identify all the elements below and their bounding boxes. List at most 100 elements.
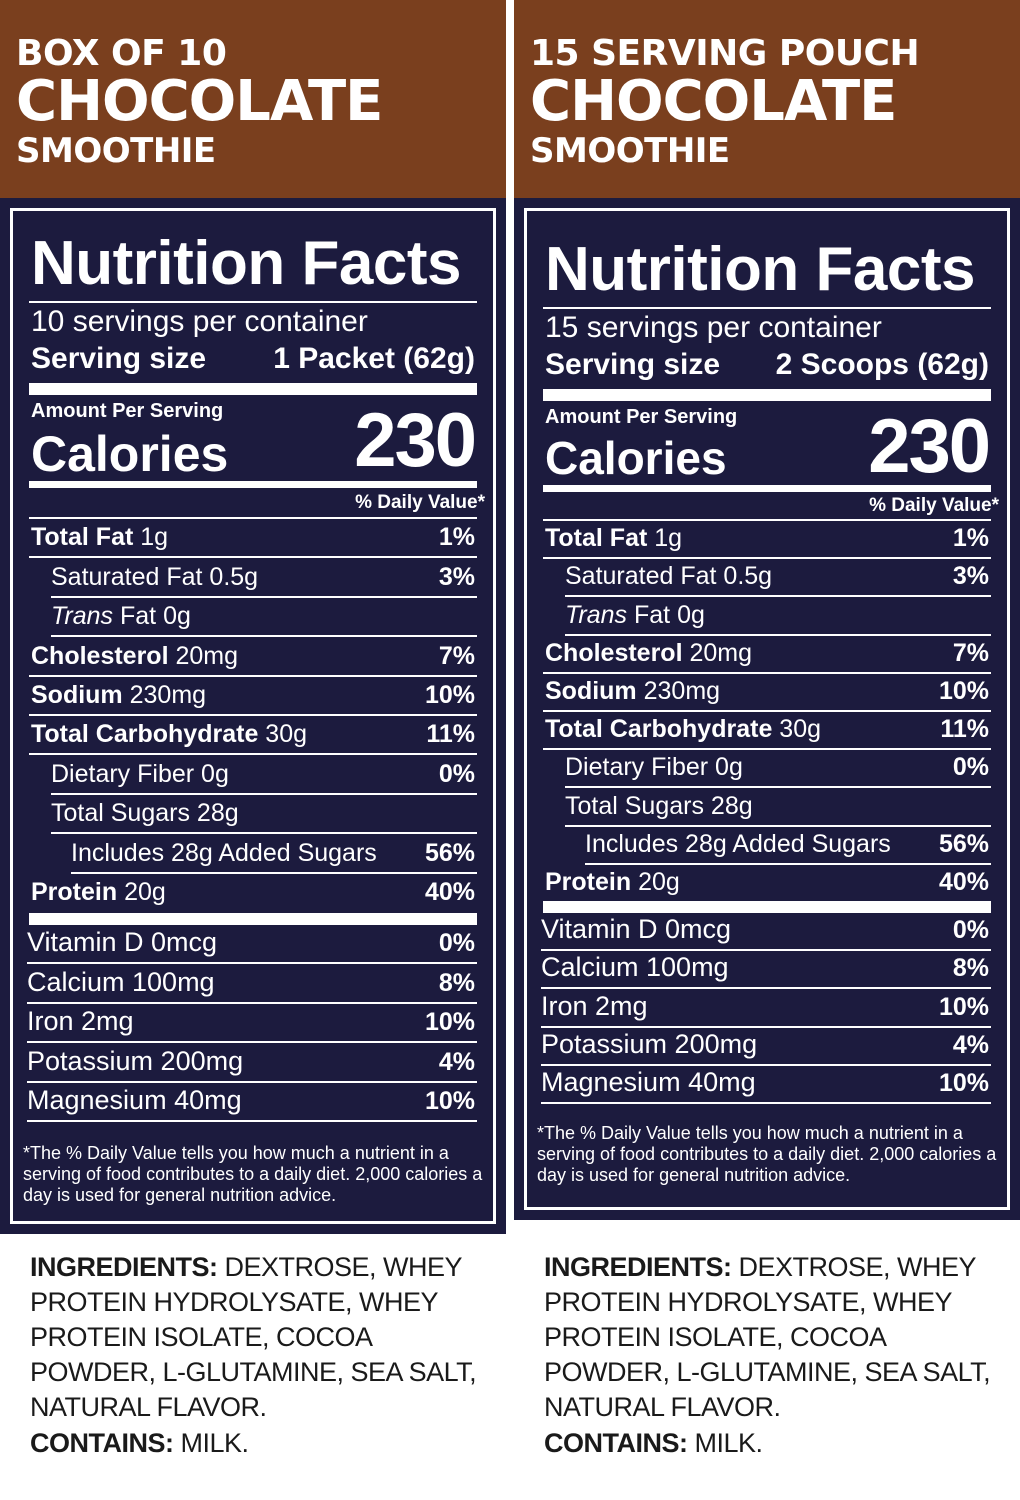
nutrient-name-bold: Protein bbox=[545, 867, 632, 896]
nutrient-name: Protein 20g bbox=[545, 868, 680, 897]
nutrient-amount: 230mg bbox=[122, 680, 207, 709]
vitamin-row: Potassium 200mg 4% bbox=[541, 1028, 991, 1066]
nutrient-daily-value: 56% bbox=[938, 829, 989, 858]
nutrient-amount: 30g bbox=[772, 715, 822, 744]
vitamin-daily-value: 10% bbox=[424, 1086, 475, 1115]
vitamin-name: Vitamin D 0mcg bbox=[27, 927, 218, 958]
thick-divider bbox=[29, 913, 477, 925]
nutrient-row: Trans Fat 0g bbox=[29, 598, 477, 638]
nutrient-name: Saturated Fat 0.5g bbox=[51, 563, 258, 592]
nutrient-amount: Dietary Fiber 0g bbox=[51, 759, 229, 788]
nutrient-row: Includes 28g Added Sugars 56% bbox=[29, 834, 477, 874]
nutrient-name-bold: Cholesterol bbox=[545, 638, 683, 667]
vitamin-row: Potassium 200mg 4% bbox=[27, 1043, 477, 1083]
divider bbox=[541, 987, 991, 990]
nutrient-daily-value: 10% bbox=[938, 676, 989, 705]
divider bbox=[29, 753, 477, 756]
nutrient-name-bold: Total Carbohydrate bbox=[31, 720, 259, 749]
product-type-label: SMOOTHIE bbox=[530, 131, 730, 171]
serving-size-value: 2 Scoops (62g) bbox=[775, 348, 989, 381]
divider bbox=[541, 949, 991, 952]
daily-value-footnote: *The % Daily Value tells you how much a … bbox=[23, 1143, 483, 1205]
vitamin-name: Potassium 200mg bbox=[541, 1028, 758, 1059]
medium-divider bbox=[29, 481, 477, 488]
daily-value-header: % Daily Value* bbox=[869, 495, 999, 516]
contains-label: CONTAINS: bbox=[544, 1428, 688, 1458]
divider bbox=[27, 1041, 477, 1044]
nutrient-daily-value: 1% bbox=[952, 524, 989, 553]
calories-label: Calories bbox=[31, 426, 229, 482]
nutrition-facts-label: Nutrition Facts 10 servings per containe… bbox=[10, 208, 496, 1224]
vitamin-name: Magnesium 40mg bbox=[27, 1084, 242, 1115]
nutrient-name: Protein 20g bbox=[31, 878, 166, 907]
vitamin-daily-value: 10% bbox=[424, 1008, 475, 1037]
nutrient-amount: 20g bbox=[117, 877, 166, 906]
nutrient-amount: 230mg bbox=[636, 676, 721, 705]
nutrient-name: Dietary Fiber 0g bbox=[51, 760, 229, 789]
flavor-label: CHOCOLATE bbox=[530, 69, 897, 134]
vitamin-daily-value: 8% bbox=[438, 968, 475, 997]
nutrient-daily-value: 7% bbox=[438, 641, 475, 670]
nutrient-row: Cholesterol 20mg 7% bbox=[543, 636, 991, 674]
divider bbox=[27, 1001, 477, 1004]
thick-divider bbox=[29, 383, 477, 395]
nutrient-name: Trans Fat 0g bbox=[565, 601, 705, 630]
vitamin-daily-value: 8% bbox=[952, 954, 989, 983]
thick-divider bbox=[543, 389, 991, 401]
nutrient-amount: Fat 0g bbox=[627, 600, 705, 629]
nutrient-name: Total Carbohydrate 30g bbox=[545, 715, 821, 744]
divider bbox=[51, 595, 477, 598]
nutrient-name: Sodium 230mg bbox=[545, 677, 720, 706]
allergen-statement: CONTAINS: MILK. bbox=[544, 1428, 763, 1459]
nutrient-row: Saturated Fat 0.5g 3% bbox=[29, 558, 477, 598]
nutrient-row: Dietary Fiber 0g 0% bbox=[543, 750, 991, 789]
contains-value: MILK. bbox=[687, 1428, 764, 1458]
nutrient-amount: Includes 28g Added Sugars bbox=[585, 829, 891, 858]
nutrient-amount: 1g bbox=[133, 523, 169, 552]
nutrient-daily-value: 3% bbox=[952, 562, 989, 591]
nutrient-daily-value: 1% bbox=[438, 523, 475, 552]
nutrient-amount: 30g bbox=[258, 720, 308, 749]
nutrient-row: Trans Fat 0g bbox=[543, 597, 991, 636]
nutrition-panel-background: Nutrition Facts 10 servings per containe… bbox=[0, 198, 506, 1234]
divider bbox=[543, 671, 991, 674]
nutrient-name: Saturated Fat 0.5g bbox=[565, 562, 772, 591]
nutrient-name: Total Sugars 28g bbox=[51, 799, 239, 828]
nutrient-amount: Includes 28g Added Sugars bbox=[71, 838, 377, 867]
vitamin-name: Vitamin D 0mcg bbox=[541, 914, 732, 945]
nutrition-facts-title: Nutrition Facts bbox=[545, 235, 975, 304]
nutrient-row: Cholesterol 20mg 7% bbox=[29, 637, 477, 677]
package-size-label: BOX OF 10 bbox=[16, 33, 227, 74]
nutrient-daily-value: 40% bbox=[424, 877, 475, 906]
ingredients-label: INGREDIENTS: bbox=[544, 1252, 732, 1282]
serving-size-value: 1 Packet (62g) bbox=[273, 342, 475, 375]
divider bbox=[543, 709, 991, 712]
vitamin-row: Magnesium 40mg 10% bbox=[27, 1083, 477, 1122]
divider bbox=[51, 635, 477, 638]
divider bbox=[541, 1063, 991, 1066]
divider bbox=[29, 556, 477, 559]
vitamin-row: Vitamin D 0mcg 0% bbox=[541, 913, 991, 952]
divider bbox=[71, 871, 477, 874]
ingredients-list: DEXTROSE, WHEY PROTEIN HYDROLYSATE, WHEY… bbox=[30, 1252, 477, 1422]
nutrient-name-bold: Total Fat bbox=[31, 523, 134, 552]
nutrient-amount: Fat 0g bbox=[113, 602, 191, 631]
nutrient-name: Trans Fat 0g bbox=[51, 602, 191, 631]
nutrient-row: Sodium 230mg 10% bbox=[29, 677, 477, 716]
divider bbox=[541, 1025, 991, 1028]
nutrient-daily-value: 10% bbox=[424, 680, 475, 709]
nutrient-name-bold: Sodium bbox=[31, 680, 123, 709]
nutrient-name: Sodium 230mg bbox=[31, 681, 206, 710]
allergen-statement: CONTAINS: MILK. bbox=[30, 1428, 249, 1459]
nutrient-amount: Total Sugars 28g bbox=[565, 791, 753, 820]
nutrient-name: Total Sugars 28g bbox=[565, 792, 753, 821]
nutrient-row: Protein 20g 40% bbox=[29, 874, 477, 913]
nutrient-row: Dietary Fiber 0g 0% bbox=[29, 755, 477, 795]
nutrient-row: Saturated Fat 0.5g 3% bbox=[543, 559, 991, 598]
nutrient-daily-value: 40% bbox=[938, 867, 989, 896]
vitamin-row: Calcium 100mg 8% bbox=[27, 964, 477, 1004]
divider bbox=[565, 824, 991, 827]
product-header: BOX OF 10 CHOCOLATE SMOOTHIE bbox=[0, 0, 506, 198]
nutrient-name: Cholesterol 20mg bbox=[31, 642, 238, 671]
ingredients-list: DEXTROSE, WHEY PROTEIN HYDROLYSATE, WHEY… bbox=[544, 1252, 991, 1422]
